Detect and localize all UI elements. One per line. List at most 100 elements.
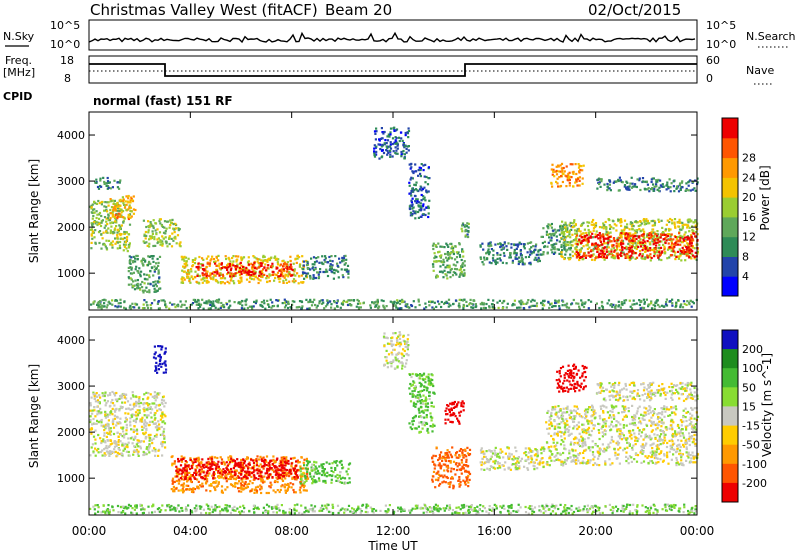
scatter-cell-r18 xyxy=(246,306,249,310)
scatter-cell-r15 xyxy=(668,233,671,236)
scatter-cell-r2 xyxy=(280,456,283,459)
scatter-cell-r5 xyxy=(264,259,267,262)
scatter-cell-r5 xyxy=(250,277,253,281)
scatter-cell-r2 xyxy=(176,473,179,476)
scatter-cell-r0 xyxy=(95,449,98,452)
scatter-cell-r18 xyxy=(129,307,132,310)
scatter-cell-r16 xyxy=(605,256,608,259)
scatter-cell-r5 xyxy=(270,256,273,259)
scatter-cell-r2 xyxy=(224,488,227,491)
scatter-cell-r18 xyxy=(240,299,244,303)
scatter-cell-r16 xyxy=(677,240,680,243)
scatter-cell-r14 xyxy=(565,175,568,178)
scatter-cell-r15 xyxy=(619,218,623,221)
scatter-cell-r0 xyxy=(105,435,108,438)
scatter-cell-r15 xyxy=(588,246,591,249)
scatter-cell-r3 xyxy=(145,225,148,229)
scatter-cell-r12 xyxy=(521,261,524,264)
scatter-cell-r5 xyxy=(205,257,208,260)
scatter-cell-r0 xyxy=(119,240,122,244)
scatter-cell-r16 xyxy=(598,252,601,255)
scatter-cell-r10 xyxy=(450,267,453,271)
scatter-cell-r10 xyxy=(454,258,457,261)
colorbar-swatch xyxy=(722,216,738,238)
scatter-cell-r0 xyxy=(109,200,112,203)
scatter-cell-r3 xyxy=(167,220,170,223)
scatter-cell-r3 xyxy=(158,220,161,223)
scatter-cell-r0 xyxy=(148,407,151,410)
scatter-cell-r2 xyxy=(292,457,295,460)
scatter-cell-r18 xyxy=(369,304,372,307)
scatter-cell-r5 xyxy=(275,273,278,277)
scatter-cell-r0 xyxy=(113,231,116,234)
scatter-cell-r16 xyxy=(679,236,682,240)
scatter-cell-r8 xyxy=(375,127,378,130)
scatter-cell-r18 xyxy=(457,304,460,307)
scatter-cell-r0 xyxy=(161,412,164,415)
scatter-cell-r0 xyxy=(117,439,120,442)
scatter-cell-r18 xyxy=(680,303,683,306)
scatter-cell-r18 xyxy=(624,299,628,302)
scatter-cell-r5 xyxy=(286,261,289,264)
scatter-cell-r0 xyxy=(153,418,156,421)
scatter-cell-r9 xyxy=(424,213,427,217)
scatter-cell-r5 xyxy=(198,274,201,278)
scatter-cell-r6 xyxy=(289,263,292,266)
freq-panel: Freq. [MHz] 18 8 60 0 Nave CPID normal (… xyxy=(3,54,774,108)
scatter-cell-r0 xyxy=(129,417,132,420)
scatter-cell-r18 xyxy=(287,300,290,303)
scatter-cell-r18 xyxy=(647,305,650,308)
scatter-cell-r0 xyxy=(106,400,109,403)
scatter-cell-r18 xyxy=(444,301,447,304)
scatter-cell-r0 xyxy=(115,407,118,410)
scatter-cell-r0 xyxy=(127,243,130,247)
scatter-cell-r13 xyxy=(550,244,553,247)
scatter-cell-r2 xyxy=(171,482,174,485)
scatter-cell-r12 xyxy=(530,252,533,255)
scatter-cell-r2 xyxy=(223,463,226,466)
scatter-cell-r10 xyxy=(460,272,463,275)
scatter-cell-r5 xyxy=(201,257,204,260)
scatter-cell-r0 xyxy=(91,208,95,211)
scatter-cell-r0 xyxy=(118,227,122,230)
scatter-cell-r4 xyxy=(130,266,133,269)
scatter-cell-r2 xyxy=(182,489,185,492)
scatter-cell-r18 xyxy=(217,301,220,304)
scatter-cell-r18 xyxy=(134,303,137,306)
scatter-cell-r17 xyxy=(626,181,629,184)
scatter-cell-r8 xyxy=(383,142,386,145)
scatter-cell-r1 xyxy=(160,365,163,368)
scatter-cell-r18 xyxy=(298,305,301,309)
scatter-cell-r3 xyxy=(148,238,151,241)
scatter-cell-r0 xyxy=(106,223,109,226)
scatter-cell-r0 xyxy=(89,428,92,431)
scatter-cell-r15 xyxy=(674,258,677,261)
scatter-cell-r0 xyxy=(90,228,94,231)
scatter-cell-r0 xyxy=(145,428,148,431)
scatter-cell-r0 xyxy=(94,442,97,445)
scatter-cell-r18 xyxy=(382,304,385,307)
scatter-cell-r0 xyxy=(131,407,134,411)
scatter-cell-r16 xyxy=(646,249,649,252)
scatter-cell-r12 xyxy=(481,242,484,245)
scatter-cell-r6 xyxy=(271,262,274,265)
scatter-cell-r3 xyxy=(263,461,266,464)
scatter-cell-r15 xyxy=(582,232,585,235)
scatter-cell-r4 xyxy=(152,255,155,258)
scatter-cell-r0 xyxy=(119,417,122,420)
scatter-cell-r9 xyxy=(420,206,423,209)
scatter-cell-r9 xyxy=(422,213,425,216)
scatter-cell-r0 xyxy=(162,430,165,433)
scatter-cell-r15 xyxy=(691,246,694,249)
scatter-cell-r0 xyxy=(103,209,106,212)
scatter-cell-r15 xyxy=(628,232,632,236)
scatter-cell-r7 xyxy=(333,272,336,275)
scatter-cell-r0 xyxy=(125,239,128,242)
scatter-cell-r18 xyxy=(520,299,523,302)
scatter-cell-r2 xyxy=(220,485,224,488)
scatter-cell-r5 xyxy=(234,274,237,277)
scatter-cell-r2 xyxy=(187,465,190,469)
scatter-cell-r17 xyxy=(623,185,626,188)
scatter-cell-r5 xyxy=(226,272,229,276)
scatter-cell-r7 xyxy=(317,276,321,279)
